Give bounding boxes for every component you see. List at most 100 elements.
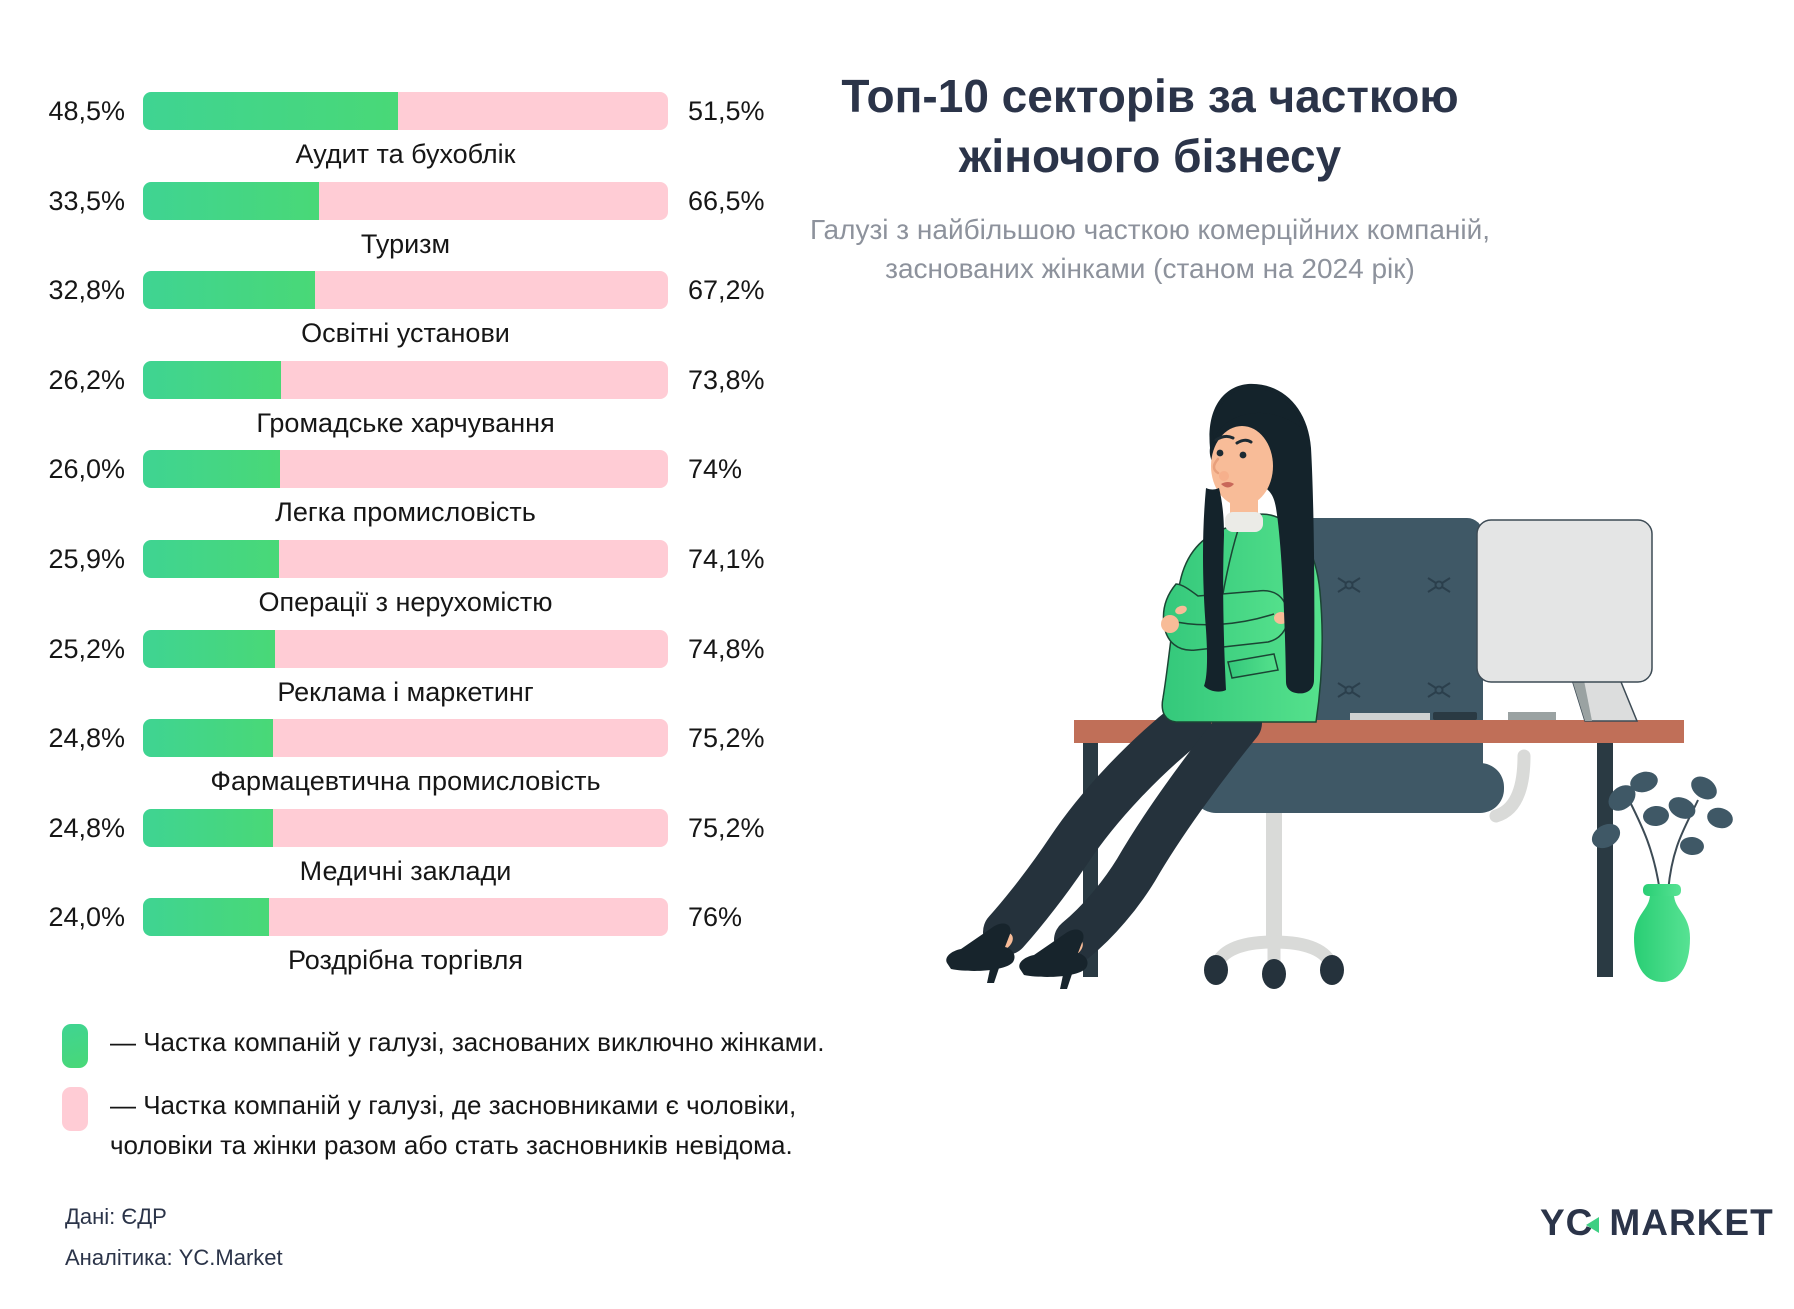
bar-left-value: 26,2% bbox=[48, 364, 125, 395]
logo-part1: YC bbox=[1540, 1202, 1594, 1243]
page-subtitle: Галузі з найбільшою часткою комерційних … bbox=[809, 214, 1491, 284]
bar-category-label: Легка промисловість bbox=[275, 497, 536, 528]
bar-right-value: 66,5% bbox=[688, 185, 765, 216]
desk-keyboard-icon bbox=[1433, 712, 1477, 720]
stacked-bar bbox=[143, 181, 668, 220]
bar-right-value: 73,8% bbox=[688, 364, 765, 395]
desk-tray-icon bbox=[1350, 713, 1430, 720]
bar-right-value: 74,8% bbox=[688, 633, 765, 664]
bar-segment-other bbox=[269, 898, 668, 937]
chart-legend: — Частка компаній у галузі, заснованих в… bbox=[62, 1022, 824, 1165]
bar-category-label: Громадське харчування bbox=[256, 407, 555, 438]
bar-category-label: Операції з нерухомістю bbox=[258, 586, 553, 617]
bar-wrap: Реклама і маркетинг bbox=[143, 629, 668, 711]
yc-market-logo: YC MARKET bbox=[1540, 1202, 1774, 1244]
bar-left-value: 26,0% bbox=[48, 454, 125, 485]
bar-right-value: 51,5% bbox=[688, 96, 765, 126]
source-analytics-line: Аналітика: YC.Market bbox=[65, 1245, 283, 1270]
bar-category-label: Роздрібна торгівля bbox=[287, 945, 524, 976]
bar-left-value: 25,9% bbox=[48, 543, 125, 574]
legend-item-other: — Частка компаній у галузі, де засновник… bbox=[62, 1085, 824, 1165]
stacked-bar bbox=[143, 898, 668, 937]
plant-vase-icon bbox=[1591, 771, 1733, 982]
bar-segment-other bbox=[275, 629, 668, 668]
source-data-line: Дані: ЄДР bbox=[65, 1204, 167, 1229]
source-block: Дані: ЄДР Аналітика: YC.Market bbox=[65, 1196, 283, 1278]
chart-row: 32,8% Освітні установи 67,2% bbox=[0, 271, 810, 361]
stacked-bar bbox=[143, 719, 668, 758]
bar-right-value: 74% bbox=[688, 454, 743, 485]
chart-row: 33,5% Туризм 66,5% bbox=[0, 181, 810, 272]
chart-row: 24,8% Фармацевтична промисловість 75,2% bbox=[0, 719, 810, 809]
bar-right-value: 74,1% bbox=[688, 543, 765, 574]
chart-row: 26,0% Легка промисловість 74% bbox=[0, 450, 810, 540]
bar-right-value: 75,2% bbox=[688, 812, 765, 843]
bar-segment-women bbox=[143, 450, 280, 489]
bar-wrap: Медичні заклади bbox=[143, 808, 668, 890]
bar-segment-women bbox=[143, 898, 269, 937]
bar-segment-women bbox=[143, 629, 276, 668]
women-business-bar-chart: 48,5% Аудит та бухоблік 51,5% 33,5% Тури… bbox=[0, 92, 810, 988]
bar-segment-other bbox=[397, 92, 668, 130]
bar-segment-other bbox=[278, 539, 668, 578]
bar-segment-women bbox=[143, 360, 281, 399]
chart-row: 48,5% Аудит та бухоблік 51,5% bbox=[0, 92, 810, 182]
logo-triangle-icon bbox=[1586, 1217, 1600, 1233]
bar-segment-other bbox=[279, 450, 668, 489]
bar-wrap: Роздрібна торгівля bbox=[143, 898, 668, 979]
bar-segment-women bbox=[143, 271, 316, 310]
bar-right-value: 75,2% bbox=[688, 723, 765, 754]
bar-right-value: 76% bbox=[688, 902, 743, 933]
bar-left-value: 25,2% bbox=[48, 633, 125, 664]
bar-wrap: Операції з нерухомістю bbox=[143, 539, 668, 621]
stacked-bar bbox=[143, 92, 668, 130]
woman-at-desk-illustration bbox=[946, 383, 1733, 989]
computer-monitor-icon bbox=[1476, 519, 1653, 722]
bar-category-label: Реклама і маркетинг bbox=[277, 676, 534, 707]
stacked-bar bbox=[143, 808, 668, 847]
stacked-bar bbox=[143, 450, 668, 489]
chart-row: 24,8% Медичні заклади 75,2% bbox=[0, 808, 810, 899]
bar-segment-other bbox=[318, 181, 668, 220]
bar-left-value: 24,0% bbox=[48, 902, 125, 933]
bar-left-value: 32,8% bbox=[48, 275, 125, 306]
page-title: Топ-10 секторів за часткою жіночого бізн… bbox=[841, 70, 1459, 182]
bar-segment-other bbox=[315, 271, 668, 310]
bar-left-value: 33,5% bbox=[48, 185, 125, 216]
bar-left-value: 24,8% bbox=[48, 812, 125, 843]
bar-segment-women bbox=[143, 181, 319, 220]
bar-category-label: Туризм bbox=[360, 228, 451, 259]
chart-rows: 48,5% Аудит та бухоблік 51,5% 33,5% Тури… bbox=[0, 92, 810, 988]
stacked-bar bbox=[143, 360, 668, 399]
bar-wrap: Туризм bbox=[143, 181, 668, 263]
chart-row: 25,9% Операції з нерухомістю 74,1% bbox=[0, 539, 810, 630]
bar-category-label: Аудит та бухоблік bbox=[295, 139, 516, 169]
bar-left-value: 24,8% bbox=[48, 723, 125, 754]
bar-segment-other bbox=[280, 360, 668, 399]
chart-row: 26,2% Громадське харчування 73,8% bbox=[0, 360, 810, 451]
bar-left-value: 48,5% bbox=[48, 96, 125, 126]
woman-icon bbox=[946, 383, 1323, 989]
bar-segment-women bbox=[143, 92, 398, 130]
bar-category-label: Фармацевтична промисловість bbox=[210, 766, 601, 797]
stacked-bar bbox=[143, 271, 668, 310]
bar-wrap: Громадське харчування bbox=[143, 360, 668, 442]
legend-label-other: — Частка компаній у галузі, де засновник… bbox=[110, 1090, 797, 1160]
bar-category-label: Освітні установи bbox=[301, 318, 510, 349]
legend-item-women: — Частка компаній у галузі, заснованих в… bbox=[62, 1022, 824, 1068]
bar-category-label: Медичні заклади bbox=[299, 855, 512, 886]
logo-part2: MARKET bbox=[1609, 1202, 1774, 1243]
bar-segment-women bbox=[143, 808, 274, 847]
legend-swatch-green bbox=[62, 1024, 88, 1068]
stacked-bar bbox=[143, 629, 668, 668]
bar-wrap: Аудит та бухоблік bbox=[143, 92, 668, 173]
bar-wrap: Освітні установи bbox=[143, 271, 668, 352]
stacked-bar bbox=[143, 539, 668, 578]
chart-row: 25,2% Реклама і маркетинг 74,8% bbox=[0, 629, 810, 720]
bar-segment-other bbox=[273, 808, 668, 847]
chart-row: 24,0% Роздрібна торгівля 76% bbox=[0, 898, 810, 988]
bar-segment-women bbox=[143, 719, 274, 758]
legend-swatch-pink bbox=[62, 1087, 88, 1131]
bar-right-value: 67,2% bbox=[688, 275, 765, 306]
bar-wrap: Фармацевтична промисловість bbox=[143, 719, 668, 800]
